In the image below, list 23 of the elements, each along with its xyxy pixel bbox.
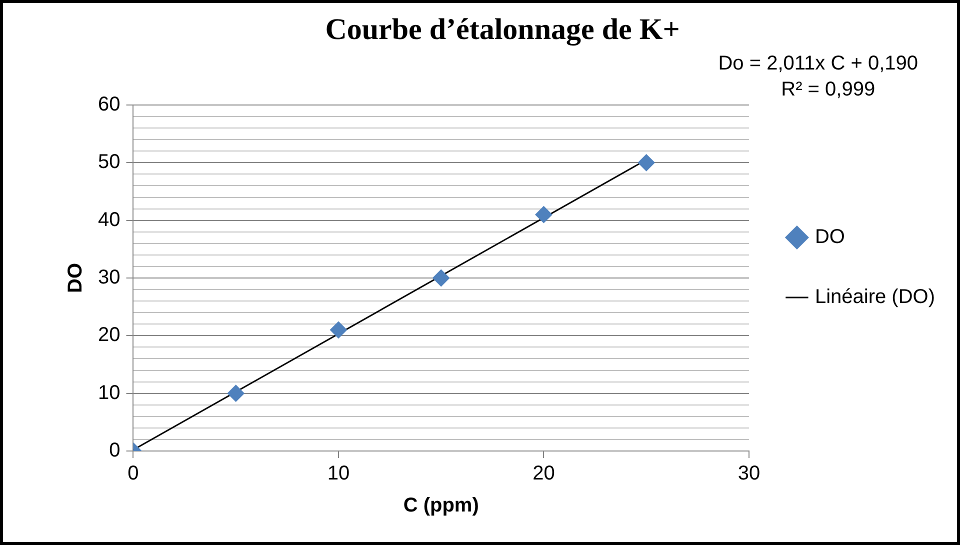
point (432, 270, 450, 286)
legend-label: DO (814, 226, 845, 248)
y-tick-label: 0 (109, 440, 120, 462)
x-tick-label: 20 (532, 462, 555, 485)
y-tick-label: 60 (98, 94, 120, 116)
y-tick-label: 30 (98, 266, 120, 289)
point (535, 206, 552, 224)
y-axis-title: DO (64, 263, 87, 293)
y-tick-label: 10 (98, 382, 120, 404)
text: R² = 0,999 (781, 78, 876, 101)
point (330, 321, 347, 338)
x-tick-label: 0 (128, 462, 139, 485)
text: Do = 2,011x C + 0,190 (718, 52, 918, 75)
y-tick-label: 20 (98, 324, 120, 346)
x-axis-title: C (ppm) (403, 494, 479, 517)
y-tick-label: 50 (98, 151, 120, 174)
y-tick-label: 40 (98, 208, 120, 231)
point (638, 154, 655, 172)
x-tick-label: 30 (738, 462, 760, 485)
chart-title: Courbe d’étalonnage de K+ (325, 12, 680, 46)
x-tick-label: 10 (327, 462, 350, 485)
legend-label: Linéaire (DO) (814, 286, 936, 308)
point (227, 384, 244, 402)
